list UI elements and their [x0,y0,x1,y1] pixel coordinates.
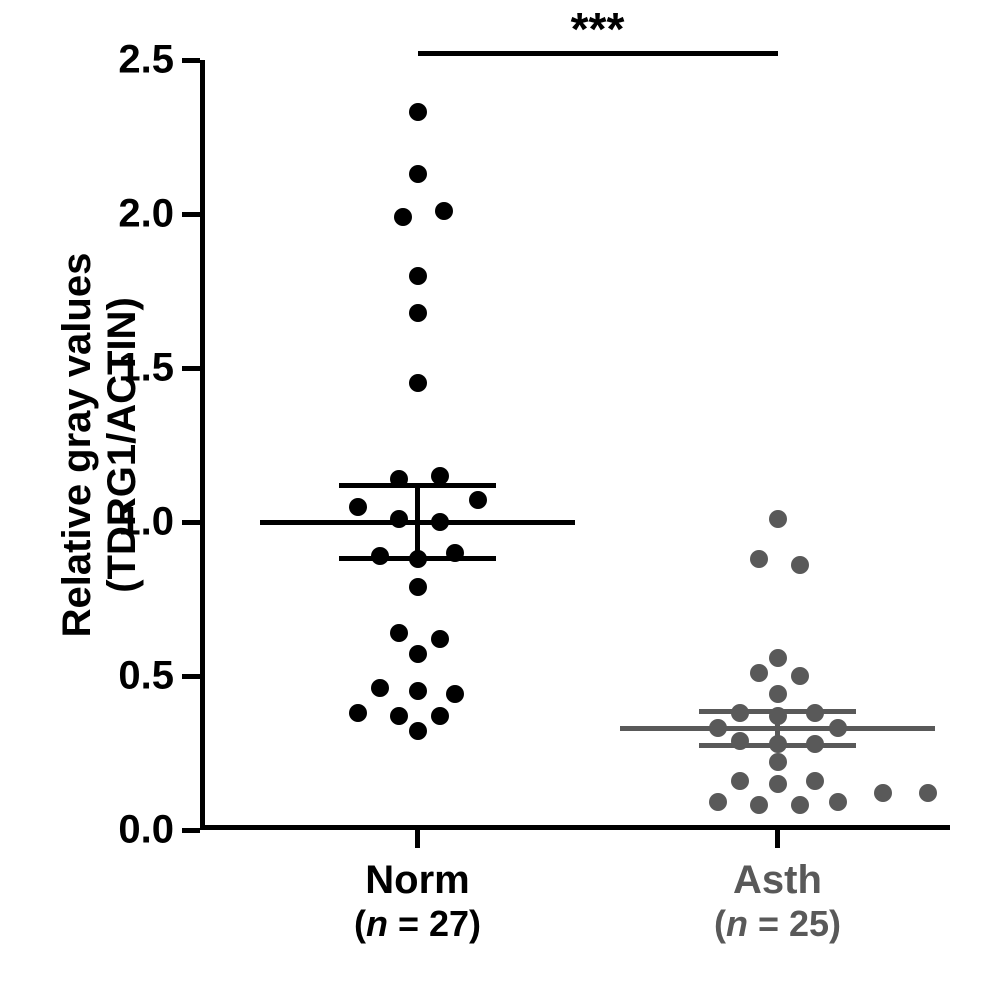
data-point-asth [829,793,847,811]
y-tick [182,520,200,525]
data-point-norm [431,707,449,725]
data-point-asth [731,772,749,790]
y-tick-label: 1.5 [0,346,174,391]
data-point-norm [409,578,427,596]
data-point-asth [769,685,787,703]
data-point-norm [431,630,449,648]
error-cap-asth-upper [699,709,857,714]
y-tick [182,212,200,217]
data-point-asth [874,784,892,802]
y-tick-label: 2.0 [0,192,174,237]
data-point-asth [791,556,809,574]
data-point-asth [919,784,937,802]
data-point-asth [806,772,824,790]
data-point-norm [435,202,453,220]
error-whisker-asth [775,711,780,745]
data-point-norm [469,491,487,509]
data-point-norm [409,103,427,121]
y-axis-title-line1: Relative gray values [55,253,99,638]
data-point-norm [349,704,367,722]
data-point-norm [409,304,427,322]
x-category-label-norm: Norm(n = 27) [354,858,481,945]
error-whisker-norm [415,485,420,559]
x-tick [775,830,780,848]
data-point-asth [769,649,787,667]
data-point-norm [390,707,408,725]
y-tick [182,674,200,679]
data-point-norm [394,208,412,226]
y-tick-label: 0.5 [0,654,174,699]
data-point-norm [409,374,427,392]
y-tick [182,58,200,63]
data-point-norm [349,498,367,516]
data-point-norm [446,685,464,703]
y-tick [182,828,200,833]
significance-bracket [418,51,778,56]
error-cap-norm-lower [339,556,497,561]
error-cap-asth-lower [699,743,857,748]
plot-area [200,60,950,830]
data-point-asth [769,775,787,793]
error-cap-norm-upper [339,483,497,488]
data-point-norm [390,624,408,642]
data-point-norm [371,679,389,697]
data-point-norm [409,645,427,663]
data-point-asth [750,796,768,814]
data-point-asth [750,664,768,682]
data-point-asth [791,796,809,814]
y-tick [182,366,200,371]
data-point-asth [769,753,787,771]
y-axis-title: Relative gray values (TDRG1/ACTIN) [55,60,145,830]
data-point-norm [409,722,427,740]
significance-label: *** [571,2,625,56]
y-tick-label: 0.0 [0,808,174,853]
data-point-norm [409,267,427,285]
x-tick [415,830,420,848]
y-tick-label: 2.5 [0,38,174,83]
chart-container: Relative gray values (TDRG1/ACTIN) *** 0… [0,0,1000,988]
data-point-asth [709,793,727,811]
data-point-norm [409,682,427,700]
y-axis-title-line2: (TDRG1/ACTIN) [100,297,144,593]
data-point-asth [769,510,787,528]
y-tick-label: 1.0 [0,500,174,545]
data-point-asth [791,667,809,685]
data-point-asth [750,550,768,568]
x-category-label-asth: Asth(n = 25) [714,858,841,945]
data-point-norm [409,165,427,183]
